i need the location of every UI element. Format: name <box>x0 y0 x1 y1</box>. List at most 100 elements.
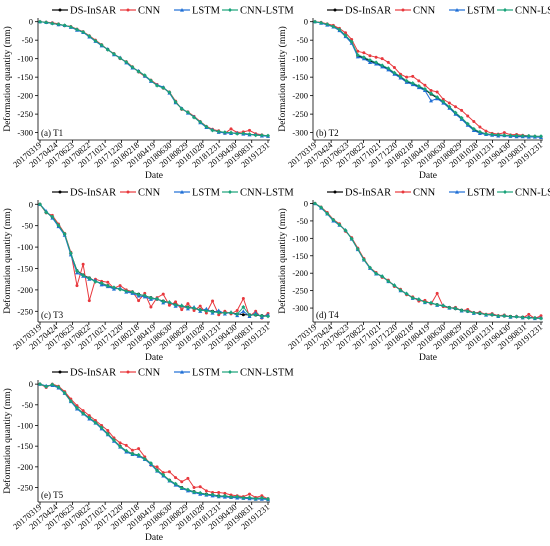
data-point <box>367 265 372 270</box>
data-point <box>520 315 525 320</box>
data-point <box>50 382 55 387</box>
y-tick-label: -250 <box>17 483 33 493</box>
data-point <box>405 75 409 79</box>
data-point <box>361 257 366 262</box>
data-point <box>130 290 135 295</box>
data-point <box>248 128 252 132</box>
data-point <box>142 293 147 298</box>
y-tick-label: -250 <box>292 286 308 296</box>
y-tick-label: 0 <box>304 198 308 208</box>
data-point <box>496 314 501 319</box>
data-point <box>447 305 452 310</box>
legend-marker-cnn <box>401 8 405 12</box>
data-point <box>211 299 215 303</box>
data-point <box>56 385 61 390</box>
data-point <box>235 494 240 499</box>
data-point <box>143 291 147 295</box>
data-point <box>99 281 104 286</box>
data-point <box>490 132 495 137</box>
data-point <box>204 492 209 497</box>
legend-marker-cnn <box>401 190 405 194</box>
data-point <box>149 305 153 309</box>
data-point <box>539 314 543 318</box>
y-tick-label: -150 <box>17 263 33 273</box>
y-axis-title: Deformation quantity (mm) <box>2 26 13 132</box>
legend-label: DS-InSAR <box>70 6 116 17</box>
data-point <box>429 300 434 305</box>
data-point <box>459 115 464 120</box>
data-point <box>124 443 128 447</box>
data-point <box>111 51 116 56</box>
legend-marker-lstm <box>180 370 184 374</box>
series-line <box>314 203 542 320</box>
panel-label: (c) T3 <box>41 310 64 320</box>
data-point <box>143 455 147 459</box>
data-point <box>167 478 172 483</box>
data-point <box>410 81 415 86</box>
data-point <box>229 127 233 131</box>
data-point <box>222 493 227 498</box>
data-point <box>161 85 166 90</box>
legend-marker-cnn-lstm <box>228 190 232 194</box>
data-point <box>118 284 122 288</box>
data-point <box>124 59 129 64</box>
data-point <box>186 302 190 306</box>
legend-marker-cnn-lstm <box>228 8 232 12</box>
data-point <box>453 110 458 115</box>
data-point <box>185 487 190 492</box>
data-point <box>435 95 440 100</box>
data-point <box>453 105 457 109</box>
data-point <box>380 63 385 68</box>
y-axis-title: Deformation quantity (mm) <box>2 388 13 494</box>
legend: DS-InSAR CNN LSTM CNN-LSTM <box>52 188 294 199</box>
y-tick-label: -100 <box>292 233 308 243</box>
y-tick-label: -150 <box>17 72 33 82</box>
series-cnn-lstm <box>38 382 270 502</box>
data-point <box>416 297 421 302</box>
data-point <box>204 306 209 311</box>
data-point <box>429 98 434 103</box>
data-point <box>404 291 409 296</box>
y-tick-label: -250 <box>292 109 308 119</box>
legend-label: DS-InSAR <box>345 6 391 17</box>
data-point <box>130 65 135 70</box>
y-tick-label: -200 <box>292 268 308 278</box>
data-point <box>229 495 234 500</box>
data-point <box>204 311 208 315</box>
data-point <box>241 296 245 300</box>
data-point <box>319 20 324 25</box>
series-line <box>314 203 542 319</box>
data-point <box>331 217 336 222</box>
y-tick-label: -100 <box>17 242 33 252</box>
legend-label: LSTM <box>467 6 496 17</box>
data-point <box>130 448 134 452</box>
data-point <box>81 262 85 266</box>
data-point <box>105 47 110 52</box>
data-point <box>399 72 403 76</box>
data-point <box>56 22 61 27</box>
legend: DS-InSAR CNN LSTM CNN-LSTM <box>327 188 550 199</box>
data-point <box>325 22 330 27</box>
data-point <box>259 495 264 500</box>
data-point <box>173 302 178 307</box>
legend-marker-cnn-lstm <box>503 8 507 12</box>
data-point <box>173 481 178 486</box>
chart-panel-2: DS-InSAR CNN LSTM CNN-LSTM 0 -50 -100 -150 -200 -… <box>277 6 550 182</box>
data-point <box>514 133 519 138</box>
data-point <box>161 471 165 475</box>
data-point <box>118 444 123 449</box>
data-point <box>477 129 482 134</box>
data-point <box>392 66 396 70</box>
data-point <box>477 311 482 316</box>
legend-label: LSTM <box>192 6 221 17</box>
data-point <box>441 99 446 104</box>
data-point <box>216 308 221 313</box>
data-point <box>137 447 141 451</box>
data-point <box>192 306 197 311</box>
legend-marker-lstm <box>180 190 184 194</box>
data-point <box>374 271 379 276</box>
data-point <box>155 468 160 473</box>
legend-marker-cnn-lstm <box>228 370 232 374</box>
data-point <box>100 423 104 427</box>
y-tick-label: 0 <box>304 17 308 27</box>
